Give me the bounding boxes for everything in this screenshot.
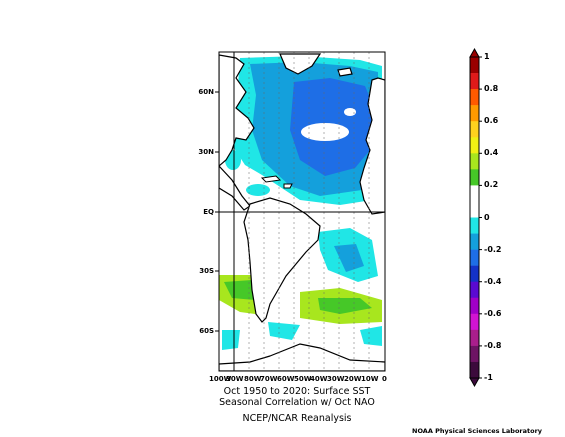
- colorbar-swatch: [470, 57, 479, 74]
- lon-label-20w: 20W: [344, 375, 362, 383]
- lon-label-50w: 50W: [294, 375, 312, 383]
- colorbar-label: 0.8: [484, 84, 499, 94]
- colorbar-label: 0.6: [484, 116, 499, 126]
- colorbar-swatch: [470, 73, 479, 90]
- colorbar-label: 0.4: [484, 148, 499, 158]
- colorbar-swatch: [470, 121, 479, 138]
- lat-label-60n: 60N: [198, 88, 214, 96]
- colorbar-swatch: [470, 137, 479, 154]
- south-america-land: [243, 197, 321, 323]
- colorbar-swatch: [470, 217, 479, 234]
- colorbar-bottom-arrow: [469, 377, 480, 388]
- colorbar-swatch: [470, 153, 479, 170]
- colorbar-swatch: [470, 281, 479, 299]
- colorbar-swatch: [470, 169, 479, 186]
- colorbar-label: 0: [484, 212, 490, 222]
- north-america-land: [219, 54, 255, 167]
- colorbar-label: 0.2: [484, 180, 499, 190]
- lat-label-30s: 30S: [199, 267, 214, 275]
- colorbar: [469, 47, 482, 388]
- colorbar-label: 1: [484, 52, 490, 61]
- lon-label-60w: 60W: [277, 375, 295, 383]
- lon-label-80w: 80W: [244, 375, 262, 383]
- map-title-line1: Oct 1950 to 2020: Surface SST: [223, 386, 371, 397]
- colorbar-label: -1: [484, 373, 493, 382]
- colorbar-swatch: [470, 233, 479, 250]
- colorbar-swatch: [470, 105, 479, 122]
- lon-label-10w: 10W: [361, 375, 379, 383]
- lon-label-0: 0: [382, 375, 387, 383]
- lon-label-100w: 100W: [209, 375, 232, 383]
- colorbar-top-arrow: [469, 47, 480, 58]
- colorbar-swatch: [470, 297, 479, 315]
- europe-africa-land: [359, 77, 385, 215]
- colorbar-swatch: [470, 249, 479, 266]
- colorbar-swatch: [470, 265, 479, 282]
- lon-label-30w: 30W: [327, 375, 345, 383]
- colorbar-swatch: [470, 329, 479, 347]
- colorbar-label: -0.4: [484, 276, 502, 286]
- colorbar-swatch: [470, 89, 479, 106]
- colorbar-swatch: [470, 313, 479, 331]
- lon-label-40w: 40W: [310, 375, 328, 383]
- greenland-land: [279, 53, 322, 75]
- colorbar-swatch: [470, 201, 479, 218]
- colorbar-swatch: [470, 185, 479, 202]
- map-title-line2: Seasonal Correlation w/ Oct NAO: [219, 397, 375, 408]
- lat-label-30n: 30N: [198, 148, 214, 156]
- colorbar-swatch: [470, 361, 479, 379]
- lon-label-70w: 70W: [260, 375, 278, 383]
- colorbar-label: -0.2: [484, 244, 502, 254]
- colorbar-swatch: [470, 345, 479, 363]
- credit-label: NOAA Physical Sciences Laboratory: [412, 427, 543, 435]
- lat-label-eq: EQ: [203, 208, 214, 216]
- colorbar-label: -0.8: [484, 340, 502, 350]
- region-central-atlantic-white: [301, 123, 349, 141]
- map-subtitle: NCEP/NCAR Reanalysis: [242, 413, 352, 424]
- lon-label-90w: 90W: [226, 375, 244, 383]
- lat-label-60s: 60S: [199, 327, 214, 335]
- colorbar-label: -0.6: [484, 308, 502, 318]
